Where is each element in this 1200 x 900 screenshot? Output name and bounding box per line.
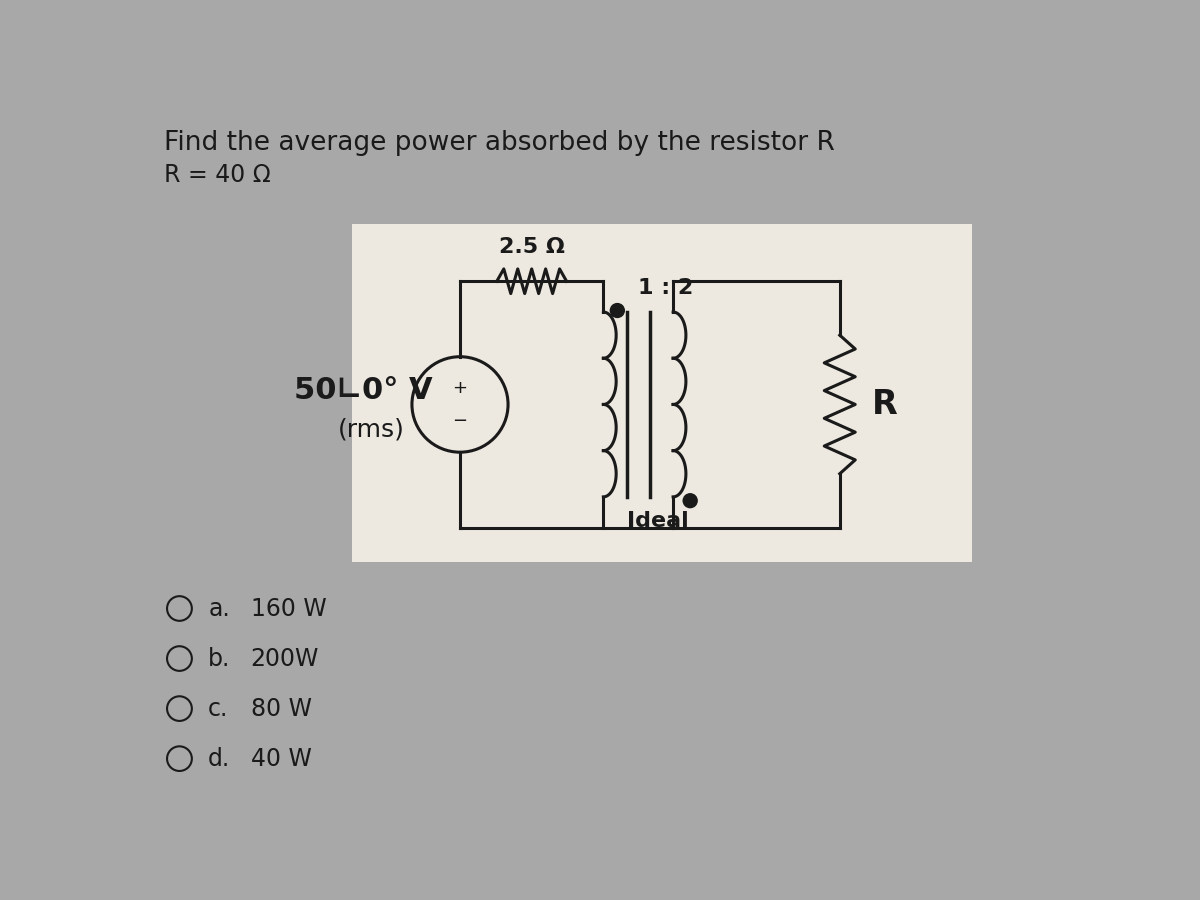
Text: R: R bbox=[872, 388, 898, 421]
Text: R = 40 Ω: R = 40 Ω bbox=[164, 164, 271, 187]
Text: 2.5 Ω: 2.5 Ω bbox=[499, 237, 565, 256]
Text: +: + bbox=[452, 379, 468, 397]
Text: 40 W: 40 W bbox=[251, 747, 312, 770]
Text: 50∟0° V: 50∟0° V bbox=[294, 376, 432, 405]
FancyBboxPatch shape bbox=[352, 223, 972, 562]
Text: c.: c. bbox=[208, 697, 228, 721]
Text: 200W: 200W bbox=[251, 646, 319, 670]
Text: Find the average power absorbed by the resistor R: Find the average power absorbed by the r… bbox=[164, 130, 835, 156]
Text: d.: d. bbox=[208, 747, 230, 770]
Text: b.: b. bbox=[208, 646, 230, 670]
Text: a.: a. bbox=[208, 597, 230, 620]
Text: −: − bbox=[452, 412, 468, 430]
Text: 1 : 2: 1 : 2 bbox=[637, 278, 694, 298]
Text: Ideal: Ideal bbox=[626, 510, 689, 531]
Circle shape bbox=[611, 303, 624, 318]
Circle shape bbox=[683, 494, 697, 508]
Text: 80 W: 80 W bbox=[251, 697, 312, 721]
Text: (rms): (rms) bbox=[337, 417, 404, 441]
Text: 160 W: 160 W bbox=[251, 597, 326, 620]
